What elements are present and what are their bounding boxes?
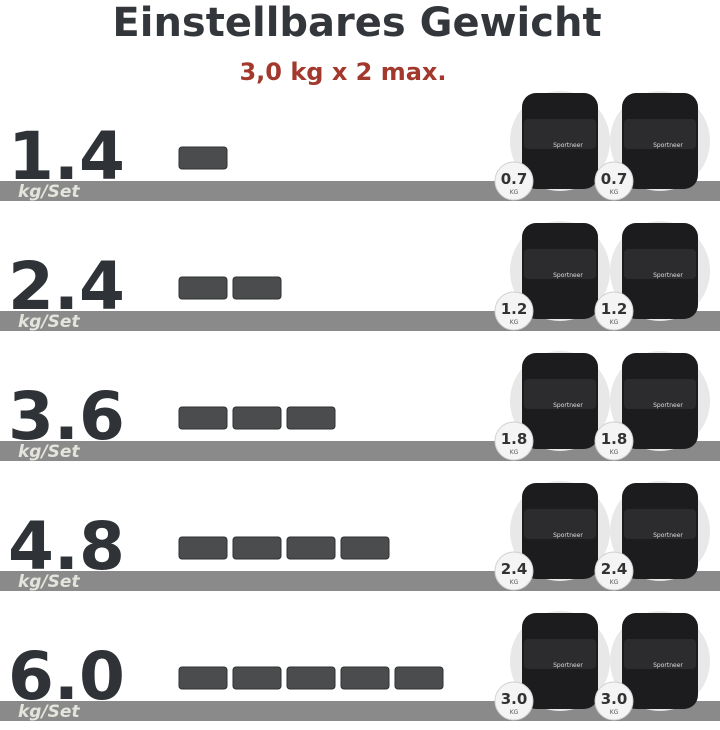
weight-value: 1.4 bbox=[8, 118, 125, 195]
weight-insert bbox=[286, 536, 336, 560]
weight-unit: kg/Set bbox=[18, 312, 80, 332]
badge-unit: KG bbox=[610, 189, 619, 196]
cuff-strap bbox=[524, 249, 596, 279]
brand-logo: Sportneer bbox=[553, 402, 583, 409]
badge-value: 3.0 bbox=[501, 690, 528, 708]
cuff-strap bbox=[624, 639, 696, 669]
badge-unit: KG bbox=[610, 449, 619, 456]
weight-value: 2.4 bbox=[8, 248, 125, 325]
badge-value: 1.8 bbox=[501, 430, 528, 448]
brand-logo: Sportneer bbox=[653, 142, 683, 149]
weight-insert bbox=[178, 146, 228, 170]
cuff-strap bbox=[524, 509, 596, 539]
kg-badge bbox=[594, 421, 634, 461]
badge-value: 2.4 bbox=[501, 560, 528, 578]
weight-insert bbox=[340, 536, 390, 560]
badge-unit: KG bbox=[510, 449, 519, 456]
badge-unit: KG bbox=[510, 579, 519, 586]
badge-unit: KG bbox=[510, 319, 519, 326]
weight-insert bbox=[394, 666, 444, 690]
weight-insert bbox=[232, 536, 282, 560]
cuff-strap bbox=[624, 119, 696, 149]
kg-badge bbox=[594, 291, 634, 331]
kg-badge bbox=[594, 161, 634, 201]
weight-insert bbox=[286, 666, 336, 690]
weight-unit: kg/Set bbox=[18, 182, 80, 202]
badge-value: 1.8 bbox=[601, 430, 628, 448]
cuff-strap bbox=[524, 639, 596, 669]
badge-value: 1.2 bbox=[501, 300, 528, 318]
title: Einstellbares Gewicht bbox=[112, 0, 601, 46]
brand-logo: Sportneer bbox=[653, 532, 683, 539]
weight-insert bbox=[232, 666, 282, 690]
weight-value: 6.0 bbox=[8, 638, 125, 715]
kg-badge bbox=[594, 551, 634, 591]
brand-logo: Sportneer bbox=[553, 272, 583, 279]
brand-logo: Sportneer bbox=[653, 272, 683, 279]
brand-logo: Sportneer bbox=[653, 662, 683, 669]
weight-insert bbox=[178, 666, 228, 690]
kg-badge bbox=[594, 681, 634, 721]
badge-unit: KG bbox=[610, 319, 619, 326]
badge-unit: KG bbox=[610, 579, 619, 586]
badge-unit: KG bbox=[510, 189, 519, 196]
badge-value: 2.4 bbox=[601, 560, 628, 578]
kg-badge bbox=[494, 681, 534, 721]
brand-logo: Sportneer bbox=[553, 142, 583, 149]
brand-logo: Sportneer bbox=[553, 662, 583, 669]
badge-value: 0.7 bbox=[501, 170, 528, 188]
weight-insert bbox=[232, 406, 282, 430]
weight-unit: kg/Set bbox=[18, 702, 80, 722]
weight-insert bbox=[178, 406, 228, 430]
badge-unit: KG bbox=[610, 709, 619, 716]
weight-unit: kg/Set bbox=[18, 442, 80, 462]
cuff-strap bbox=[624, 249, 696, 279]
weight-insert bbox=[178, 276, 228, 300]
kg-badge bbox=[494, 421, 534, 461]
brand-logo: Sportneer bbox=[653, 402, 683, 409]
badge-value: 3.0 bbox=[601, 690, 628, 708]
weight-value: 4.8 bbox=[8, 508, 125, 585]
cuff-strap bbox=[524, 379, 596, 409]
weight-insert bbox=[286, 406, 336, 430]
weight-insert bbox=[340, 666, 390, 690]
badge-value: 0.7 bbox=[601, 170, 628, 188]
cuff-strap bbox=[524, 119, 596, 149]
badge-value: 1.2 bbox=[601, 300, 628, 318]
weight-insert bbox=[232, 276, 282, 300]
kg-badge bbox=[494, 291, 534, 331]
weight-insert bbox=[178, 536, 228, 560]
brand-logo: Sportneer bbox=[553, 532, 583, 539]
weight-value: 3.6 bbox=[8, 378, 125, 455]
badge-unit: KG bbox=[510, 709, 519, 716]
cuff-strap bbox=[624, 509, 696, 539]
subtitle: 3,0 kg x 2 max. bbox=[239, 58, 446, 86]
kg-badge bbox=[494, 551, 534, 591]
cuff-strap bbox=[624, 379, 696, 409]
weight-unit: kg/Set bbox=[18, 572, 80, 592]
kg-badge bbox=[494, 161, 534, 201]
